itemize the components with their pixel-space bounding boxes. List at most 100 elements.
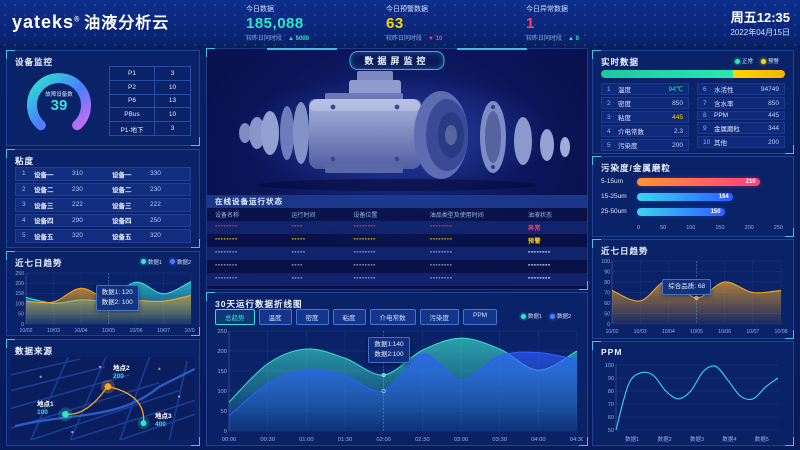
device-count-table: P1 3 P2 10 P6 13 PBus 10 P1-地下 3: [109, 66, 191, 136]
compare-label: 较昨日同时段: [526, 36, 563, 43]
viscosity-value: 250: [150, 216, 161, 224]
tab-介电常数[interactable]: 介电常数: [369, 309, 416, 325]
status-cell: ********: [215, 276, 238, 283]
panel-screen-monitor: 数据屏监控: [206, 48, 588, 290]
tab-PPM[interactable]: PPM: [463, 309, 498, 325]
svg-text:10/06: 10/06: [718, 329, 731, 335]
panel-viscosity: 粘度 1 设备一 310 设备一 330 2 设备二 230 设备二 230 3 设备三 222 设备三 2…: [6, 149, 200, 248]
svg-text:0: 0: [607, 322, 610, 328]
status-badge: ********: [528, 250, 551, 257]
fault-gauge: 故障设备数 39: [15, 68, 103, 140]
device-name: 设备二: [112, 187, 132, 195]
device-count-row: P2 10: [109, 80, 191, 95]
viscosity-row: 2 设备二 230 设备二 230: [15, 182, 191, 196]
trend7-right-svg: 0 50 60 70 80 90 100 10/02 10/03 10/04 10/05 10/06 1…: [601, 259, 787, 335]
svg-text:50: 50: [221, 409, 227, 415]
map-point-3: 地点3 400: [155, 413, 172, 430]
panel-title: 30天运行数据折线图: [215, 299, 303, 309]
svg-text:60: 60: [604, 301, 610, 307]
svg-text:60: 60: [608, 415, 614, 421]
tab-密度[interactable]: 密度: [295, 309, 329, 325]
status-row: ******** **** ******** ******** 异常: [207, 221, 587, 234]
device-name: 设备二: [34, 187, 54, 195]
svg-text:00:30: 00:30: [260, 437, 275, 443]
bar: 210: [637, 177, 760, 186]
item-value: 445: [768, 112, 779, 119]
legend-item-数据2[interactable]: 数据2: [549, 312, 571, 320]
status-cell: ****: [291, 263, 303, 270]
legend-item-数据2[interactable]: 数据2: [169, 258, 191, 266]
device-count: 3: [170, 69, 175, 77]
status-cell: ********: [429, 224, 453, 231]
legend-trend30: 数据1 数据2: [520, 312, 579, 320]
delta-arrow: ▼ 10: [428, 36, 443, 43]
svg-text:100: 100: [605, 363, 614, 369]
panel-data-source: 数据来源 地点1: [6, 339, 200, 446]
status-cell: ********: [215, 263, 238, 270]
screen-monitor-badge: 数据屏监控: [349, 51, 445, 70]
row-index: 2: [22, 185, 26, 193]
item-name: 密度: [618, 101, 631, 108]
svg-text:10/04: 10/04: [75, 328, 88, 334]
tab-总趋势[interactable]: 总趋势: [215, 309, 255, 325]
legend-item-数据1[interactable]: 数据1: [520, 312, 542, 320]
legend-item-正常[interactable]: 正常: [734, 57, 753, 65]
status-cell: ********: [215, 224, 238, 231]
panel-title: 设备监控: [15, 57, 54, 67]
legend-label: 数据2: [556, 314, 571, 320]
svg-text:200: 200: [217, 349, 227, 355]
trend30-svg: 0 50 100 150 200 250 00:00 00:30 01:00 01:30 02:00…: [217, 329, 584, 443]
svg-text:250: 250: [217, 329, 227, 335]
status-cell: ****: [291, 224, 303, 231]
status-cell: ********: [215, 250, 238, 257]
realtime-list-right: 6 水活性 94749 7 含水率 850 8 PPM 445 9 金属磨粒 344 10 其他 200: [697, 83, 785, 148]
device-name: 设备四: [112, 218, 132, 226]
item-value: 94749: [760, 85, 779, 93]
device-name: 设备三: [34, 202, 54, 210]
svg-text:数据3: 数据3: [690, 435, 704, 443]
status-column-header: 设备名称: [215, 213, 240, 219]
point-value: 200: [113, 373, 124, 381]
status-cell: ********: [353, 250, 376, 257]
compare-label: 较昨日同时段: [246, 36, 283, 43]
status-column-header: 设备位置: [353, 213, 378, 219]
viscosity-value: 230: [72, 185, 83, 193]
svg-text:02:30: 02:30: [415, 437, 430, 443]
tab-污染度[interactable]: 污染度: [419, 309, 459, 325]
device-name: 设备一: [34, 171, 54, 179]
viscosity-value: 320: [150, 232, 161, 240]
status-row: ******** **** ******** ******** ********: [207, 260, 587, 273]
logo-registered-icon: ®: [74, 16, 81, 24]
stat-value: 185,088: [246, 15, 304, 32]
svg-text:10/04: 10/04: [662, 329, 675, 335]
logo-text-en: yateks: [12, 12, 75, 32]
panel-title: 近七日趋势: [15, 258, 63, 268]
trend7-left-svg: 0 50 100 150 200 250 10/02 10/03 10/04 10/05 10/06…: [15, 271, 197, 334]
viscosity-row: 1 设备一 310 设备一 330: [15, 167, 191, 181]
logo-text-cn: 油液分析云: [84, 15, 170, 32]
contamination-row: 5-15um 210: [601, 174, 783, 189]
realtime-row: 2 密度 850: [601, 97, 689, 109]
point-value: 100: [37, 409, 48, 417]
tab-温度[interactable]: 温度: [258, 309, 292, 325]
svg-text:数据4: 数据4: [722, 435, 736, 443]
legend-item-预警[interactable]: 预警: [760, 57, 779, 65]
svg-text:0: 0: [21, 322, 24, 328]
legend-item-数据1[interactable]: 数据1: [140, 258, 162, 266]
status-table-rows: ******** **** ******** ******** 异常 ******** **…: [207, 221, 587, 286]
stat-label: 今日数据: [246, 6, 274, 13]
viscosity-value: 290: [72, 216, 83, 224]
svg-text:10/02: 10/02: [20, 328, 33, 334]
ppm-svg: 50 60 70 80 90 100 数据1 数据2 数据3 数据4 数据5: [605, 363, 779, 443]
svg-text:250: 250: [15, 271, 24, 277]
warning-segment: [733, 70, 785, 78]
item-name: PPM: [714, 112, 729, 119]
item-index: 10: [703, 138, 711, 146]
status-table-columns: 设备名称 运行时间 设备位置 油品类型及使用时间 油液状态: [207, 208, 587, 221]
device-count-row: P6 13: [109, 94, 191, 109]
item-index: 2: [607, 99, 611, 107]
svg-text:10/08: 10/08: [185, 328, 195, 334]
svg-text:200: 200: [15, 281, 24, 287]
tab-粘度[interactable]: 粘度: [332, 309, 366, 325]
status-cell: ********: [353, 237, 376, 244]
